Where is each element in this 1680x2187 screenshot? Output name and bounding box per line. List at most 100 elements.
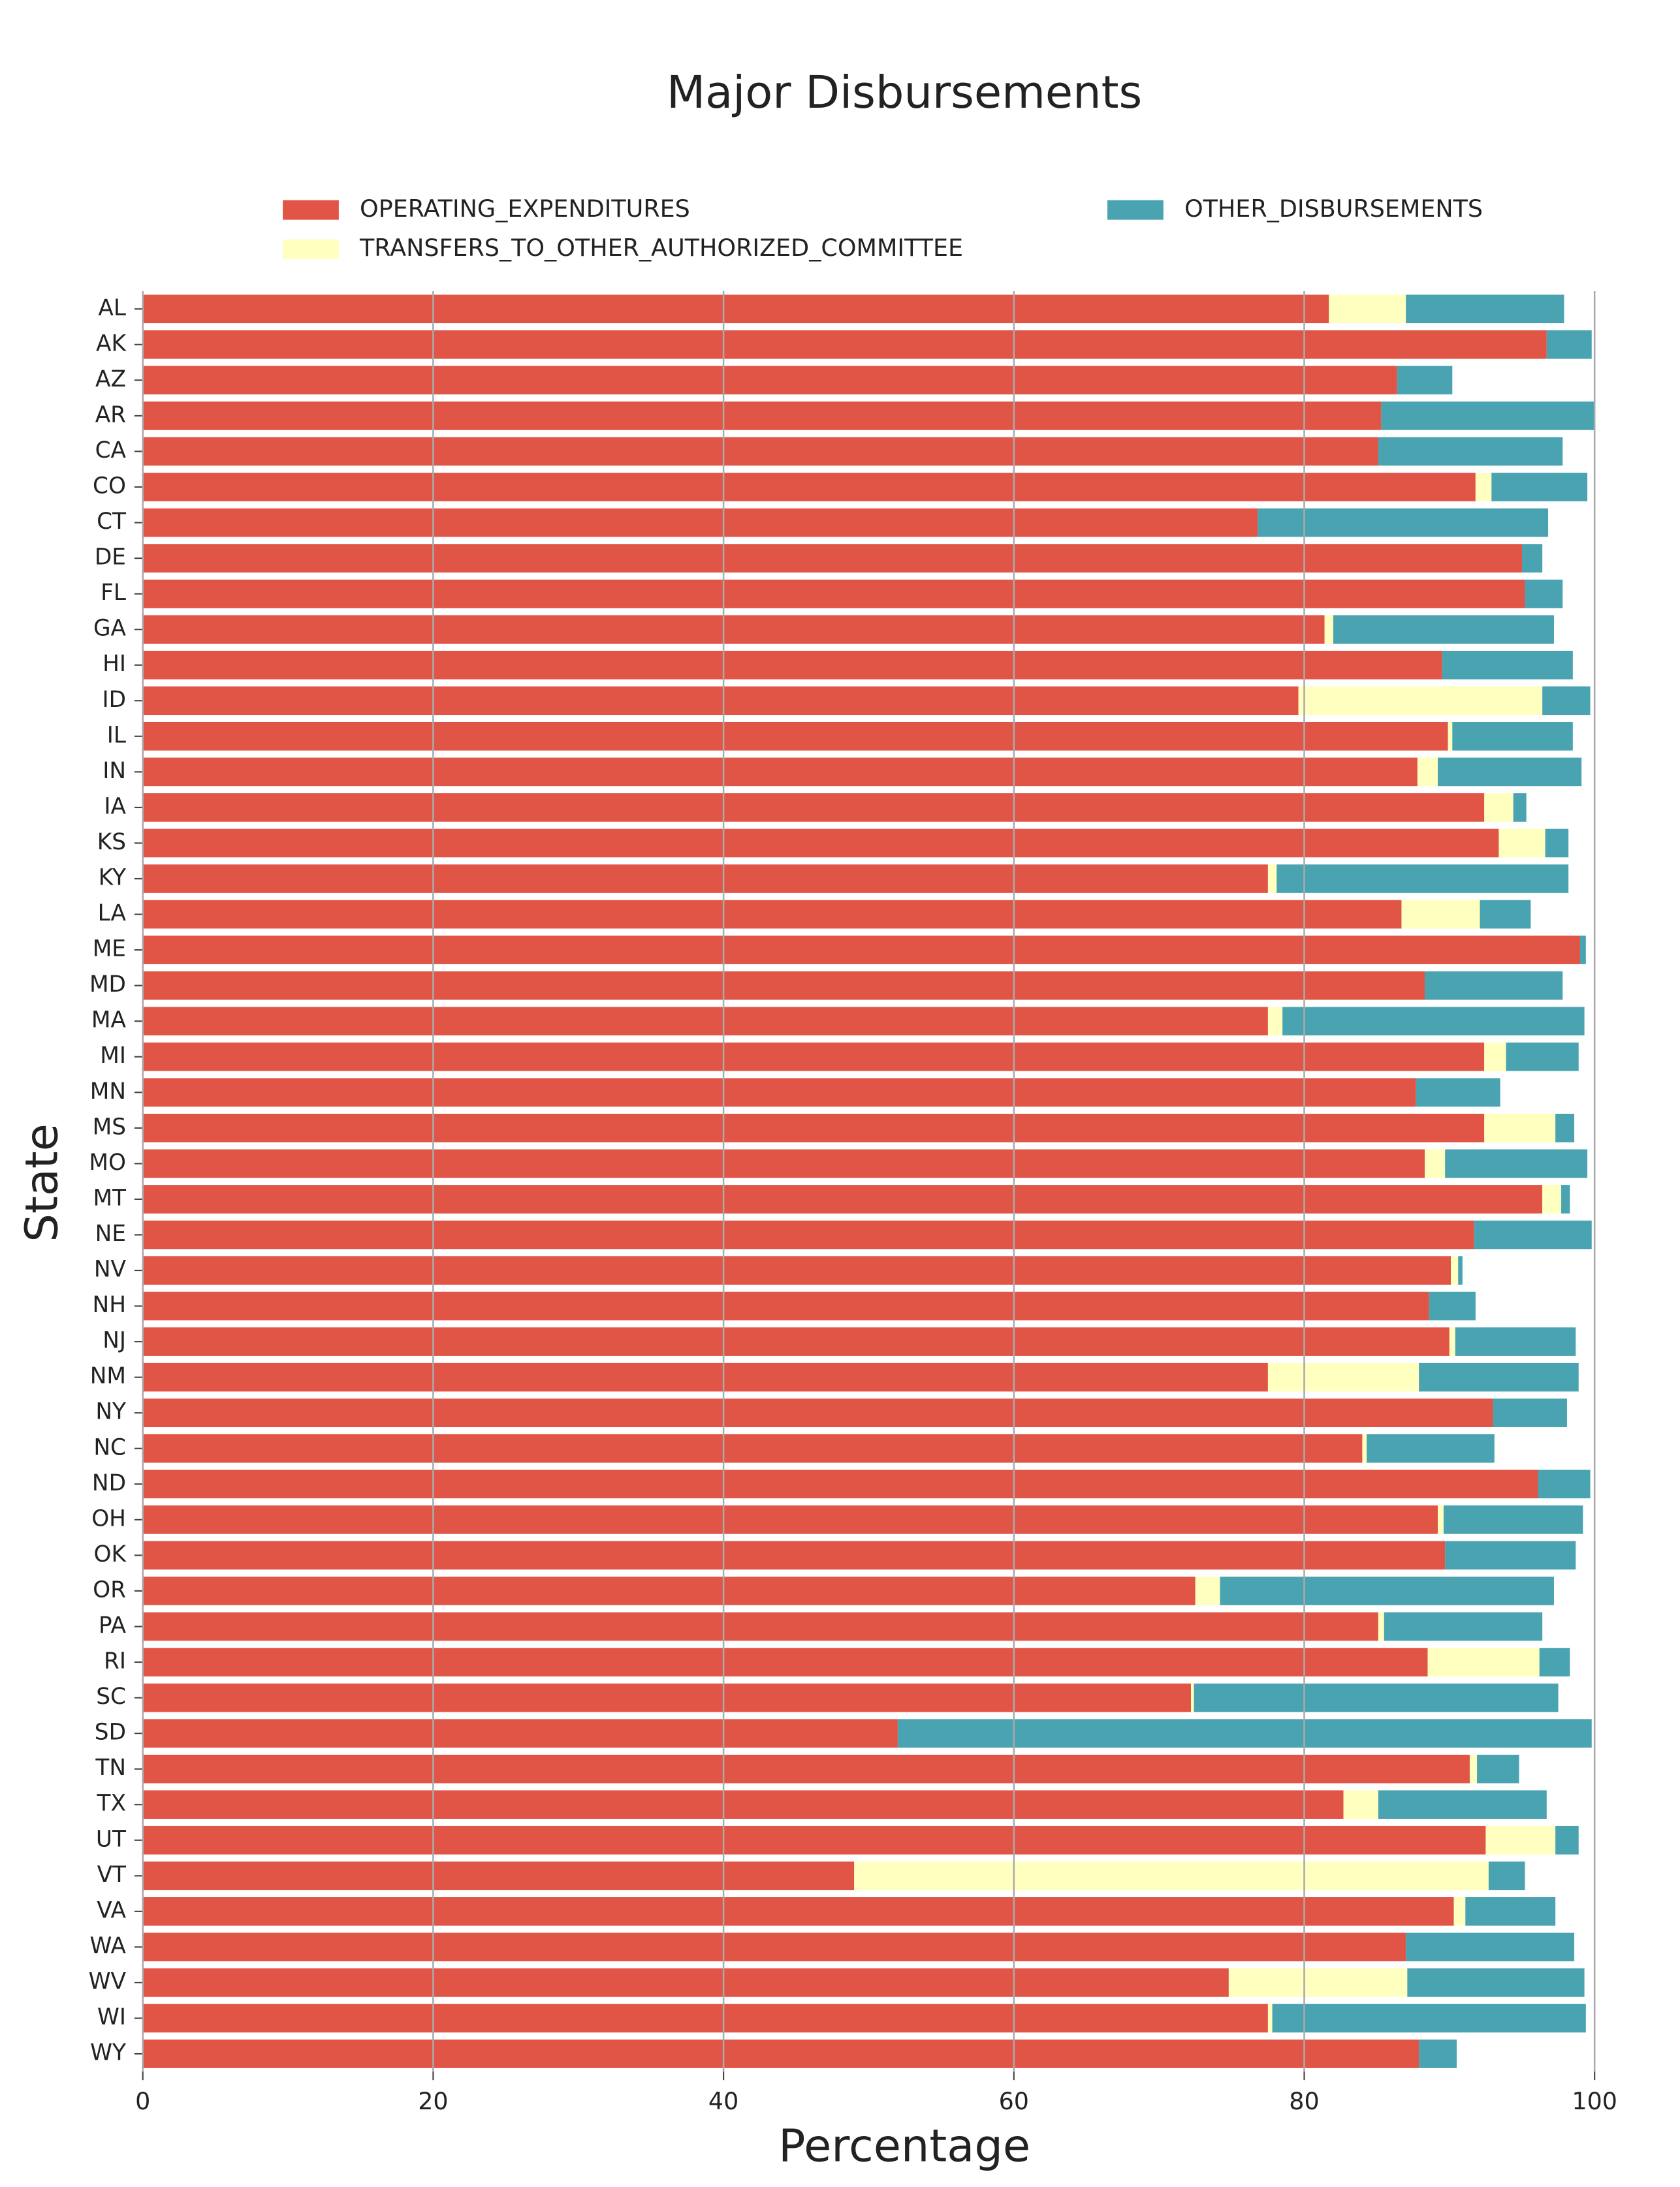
y-tick-label: GA	[93, 616, 127, 642]
y-tick-label: AK	[96, 330, 127, 356]
x-tick-label: 80	[1289, 2087, 1319, 2115]
y-tick-label: FL	[101, 580, 126, 606]
bar-segment	[1449, 1327, 1455, 1356]
bar-segment	[1191, 1683, 1194, 1712]
bar-segment	[1195, 1577, 1220, 1605]
y-tick-label: WY	[90, 2040, 127, 2066]
bar-segment	[1484, 793, 1514, 822]
y-tick-label: MS	[93, 1114, 126, 1140]
bar-segment	[1401, 900, 1480, 929]
bar-segment	[1324, 615, 1333, 644]
chart-title: Major Disbursements	[667, 67, 1142, 119]
y-tick-label: WV	[89, 1968, 127, 1994]
bar-segment	[142, 1719, 898, 1748]
y-tick-label: MA	[91, 1007, 127, 1033]
legend-swatch	[1107, 200, 1164, 220]
bar-segment	[1194, 1683, 1559, 1712]
y-tick-label: KS	[97, 829, 126, 855]
bar-segment	[1493, 1398, 1567, 1428]
bar-segment	[142, 1007, 1268, 1036]
y-tick-label: PA	[99, 1613, 126, 1639]
bar-segment	[142, 1042, 1485, 1071]
bar-segment	[1579, 936, 1586, 964]
y-tick-label: OH	[91, 1505, 126, 1532]
bar-segment	[142, 1185, 1543, 1214]
bar-segment	[1397, 366, 1453, 395]
y-tick-label: NJ	[103, 1328, 126, 1354]
bar-segment	[1228, 1968, 1408, 1997]
bar-segment	[142, 1291, 1429, 1321]
bar-segment	[1458, 1256, 1463, 1285]
bar-segment	[1367, 1434, 1495, 1463]
bar-segment	[1258, 508, 1549, 537]
bar-segment	[1555, 1825, 1579, 1855]
bar-segment	[142, 757, 1418, 787]
bar-segment	[1329, 294, 1406, 324]
y-axis-label: State	[16, 1124, 69, 1242]
y-tick-label: NC	[93, 1434, 126, 1460]
bar-segment	[1477, 1754, 1519, 1784]
bar-segment	[142, 828, 1499, 858]
bar-segment	[142, 1648, 1428, 1676]
bar-segment	[1484, 1042, 1506, 1071]
bar-segment	[142, 721, 1448, 751]
bar-segment	[1427, 1648, 1540, 1676]
x-tick-label: 100	[1572, 2087, 1617, 2115]
bar-segment	[1475, 473, 1492, 501]
bar-segment	[1381, 401, 1595, 430]
y-tick-label: NM	[90, 1363, 126, 1389]
bar-segment	[1488, 1861, 1525, 1891]
bar-segment	[1443, 1505, 1583, 1534]
y-tick-label: HI	[103, 651, 126, 677]
y-tick-label: CA	[95, 437, 127, 464]
y-tick-label: DE	[95, 544, 126, 571]
bar-segment	[142, 1968, 1229, 1997]
bar-segment	[1378, 1790, 1547, 1819]
bar-segment	[142, 473, 1476, 501]
bar-segment	[142, 1398, 1493, 1428]
bar-segment	[1485, 1825, 1556, 1855]
y-tick-label: TX	[97, 1791, 126, 1817]
bar-segment	[142, 330, 1547, 359]
bar-segment	[1378, 1612, 1384, 1641]
bar-segment	[142, 2004, 1268, 2033]
bar-segment	[1555, 1114, 1575, 1142]
bar-segment	[142, 615, 1325, 644]
bar-segment	[1407, 1968, 1585, 1997]
y-tick-label: IN	[103, 758, 126, 784]
bar-segment	[1465, 1897, 1556, 1926]
bar-segment	[1282, 1007, 1585, 1036]
y-tick-label: LA	[98, 900, 127, 926]
bar-segment	[142, 1114, 1485, 1142]
bar-segment	[897, 1719, 1592, 1748]
y-tick-label: NH	[93, 1292, 126, 1318]
bar-segment	[1438, 757, 1582, 787]
bar-segment	[1425, 1149, 1446, 1178]
bar-segment	[1542, 1185, 1562, 1214]
bar-segment	[1538, 1470, 1591, 1499]
y-tick-label: ND	[92, 1470, 126, 1496]
bar-segment	[1419, 2039, 1457, 2068]
bar-segment	[142, 900, 1402, 929]
bar-segment	[142, 1327, 1450, 1356]
bar-segment	[1267, 1362, 1419, 1392]
y-tick-label: MI	[100, 1043, 126, 1069]
bar-segment	[1429, 1291, 1476, 1321]
bar-segment	[142, 1434, 1363, 1463]
bar-segment	[1362, 1434, 1367, 1463]
bar-segment	[1448, 721, 1453, 751]
y-tick-label: VA	[97, 1897, 126, 1923]
legend-swatch	[283, 239, 339, 259]
bar-segment	[142, 1790, 1344, 1819]
bar-segment	[142, 1470, 1538, 1499]
bar-segment	[1491, 473, 1588, 501]
bar-segment	[142, 1897, 1454, 1926]
bar-segment	[1343, 1790, 1378, 1819]
bar-segment	[142, 1256, 1451, 1285]
bar-segment	[142, 1683, 1192, 1712]
bar-segment	[1267, 1007, 1283, 1036]
bar-segment	[1498, 828, 1545, 858]
bar-segment	[1480, 900, 1531, 929]
